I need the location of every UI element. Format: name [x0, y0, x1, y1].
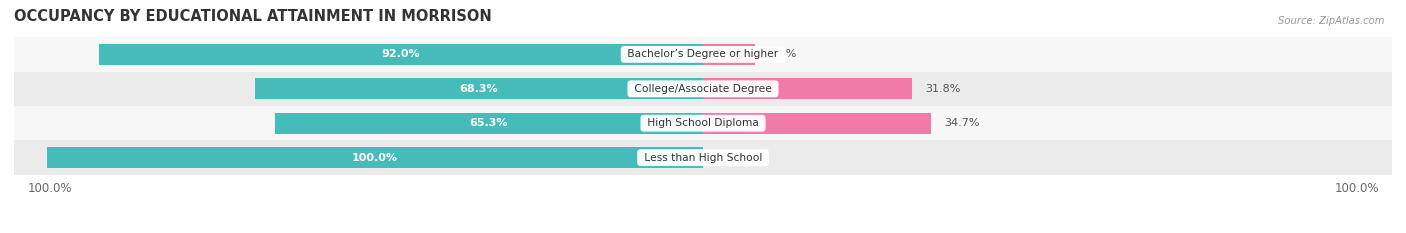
Text: 100.0%: 100.0% — [27, 182, 72, 195]
Bar — [14, 106, 1392, 140]
Text: Less than High School: Less than High School — [641, 153, 765, 163]
Text: High School Diploma: High School Diploma — [644, 118, 762, 128]
Bar — [14, 140, 1392, 175]
Bar — [46, 147, 703, 168]
Text: 92.0%: 92.0% — [382, 49, 420, 59]
Text: Bachelor’s Degree or higher: Bachelor’s Degree or higher — [624, 49, 782, 59]
Bar — [703, 44, 755, 65]
Text: 0.0%: 0.0% — [716, 153, 744, 163]
Bar — [14, 72, 1392, 106]
Bar — [274, 113, 703, 134]
Text: 31.8%: 31.8% — [925, 84, 960, 94]
Text: OCCUPANCY BY EDUCATIONAL ATTAINMENT IN MORRISON: OCCUPANCY BY EDUCATIONAL ATTAINMENT IN M… — [14, 9, 492, 24]
Text: 68.3%: 68.3% — [460, 84, 498, 94]
Bar — [254, 78, 703, 99]
Bar — [703, 113, 931, 134]
Bar — [14, 37, 1392, 72]
Text: 8.0%: 8.0% — [769, 49, 797, 59]
Bar — [100, 44, 703, 65]
Text: 65.3%: 65.3% — [470, 118, 508, 128]
Bar — [703, 78, 911, 99]
Text: College/Associate Degree: College/Associate Degree — [631, 84, 775, 94]
Text: 100.0%: 100.0% — [352, 153, 398, 163]
Text: Source: ZipAtlas.com: Source: ZipAtlas.com — [1278, 16, 1385, 26]
Text: 34.7%: 34.7% — [943, 118, 980, 128]
Text: 100.0%: 100.0% — [1334, 182, 1379, 195]
Legend: Owner-occupied, Renter-occupied: Owner-occupied, Renter-occupied — [578, 232, 828, 233]
